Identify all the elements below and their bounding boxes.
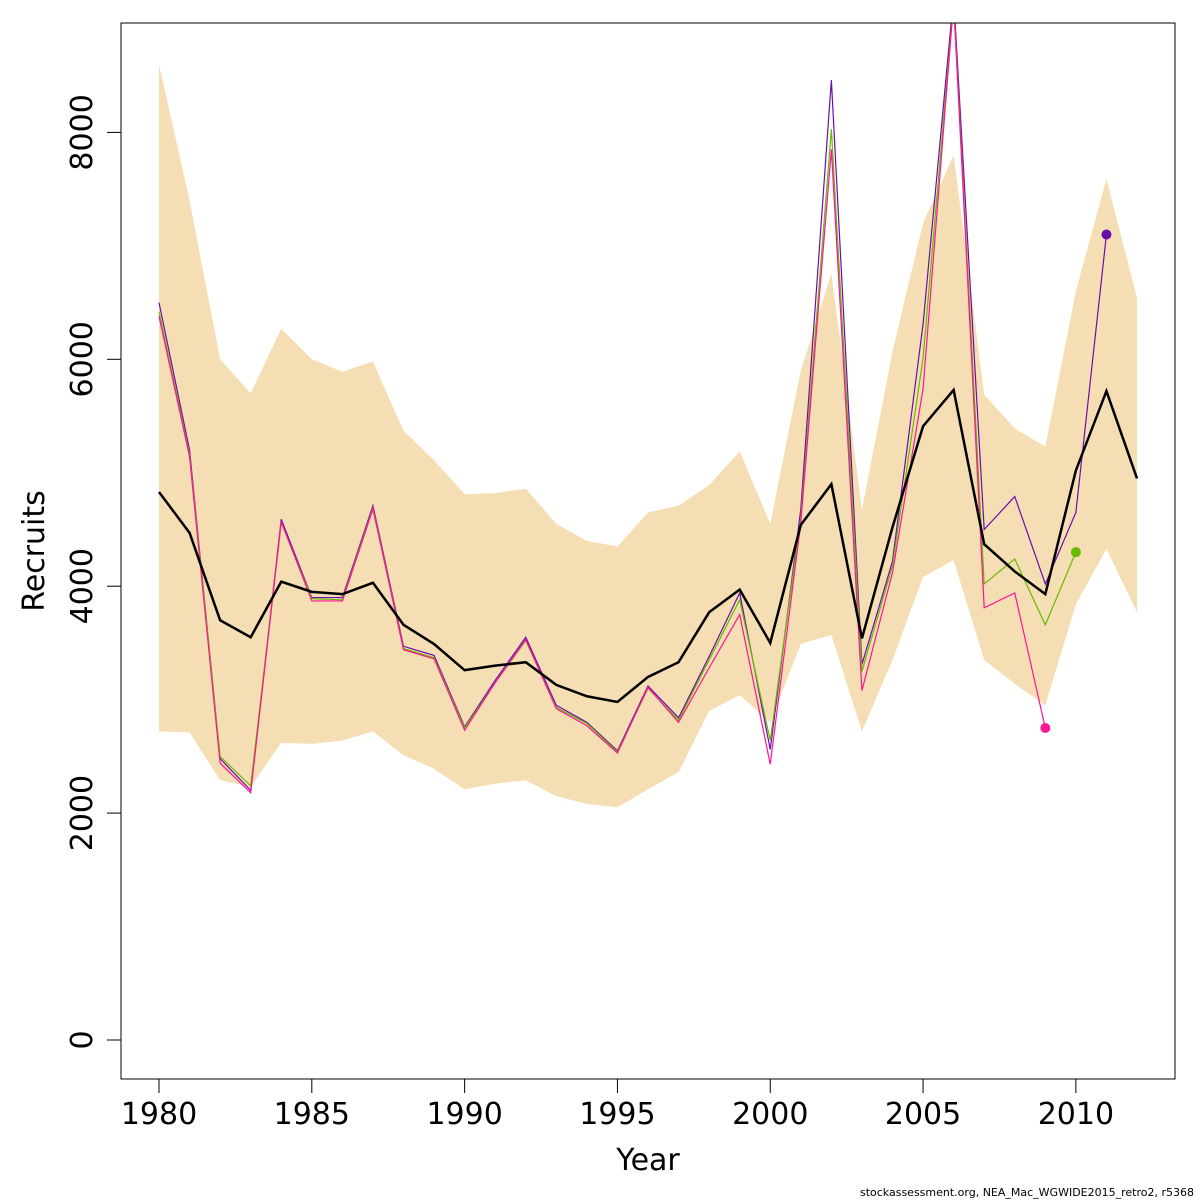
x-tick-label: 1995 bbox=[579, 1097, 655, 1132]
confidence-band bbox=[159, 64, 1137, 808]
x-axis-title: Year bbox=[615, 1143, 680, 1178]
x-tick-label: 2000 bbox=[732, 1097, 808, 1132]
y-axis: 0 2000 4000 6000 8000 bbox=[65, 94, 122, 1050]
x-tick-label: 2010 bbox=[1038, 1097, 1114, 1132]
series-line-3 bbox=[158, 23, 1046, 794]
series-line-1 bbox=[158, 23, 1108, 792]
plot-area bbox=[157, 23, 1139, 808]
y-tick-label: 4000 bbox=[65, 548, 100, 624]
x-tick-label: 1990 bbox=[426, 1097, 502, 1132]
y-tick-label: 8000 bbox=[65, 94, 100, 170]
y-axis-title: Recruits bbox=[17, 490, 52, 612]
footer-credit: stockassessment.org, NEA_Mac_WGWIDE2015_… bbox=[860, 1186, 1194, 1199]
x-axis: 1980 1985 1990 1995 2000 2005 2010 bbox=[121, 1078, 1114, 1132]
y-tick-label: 2000 bbox=[65, 775, 100, 851]
endpoint-marker-0 bbox=[1101, 229, 1112, 240]
y-tick-label: 6000 bbox=[65, 321, 100, 397]
x-tick-label: 1985 bbox=[274, 1097, 350, 1132]
endpoint-marker-2 bbox=[1040, 723, 1051, 734]
endpoint-marker-1 bbox=[1070, 547, 1081, 558]
series-line-0 bbox=[157, 387, 1139, 704]
y-tick-label: 0 bbox=[65, 1030, 100, 1049]
x-tick-label: 2005 bbox=[885, 1097, 961, 1132]
x-tick-label: 1980 bbox=[121, 1097, 197, 1132]
